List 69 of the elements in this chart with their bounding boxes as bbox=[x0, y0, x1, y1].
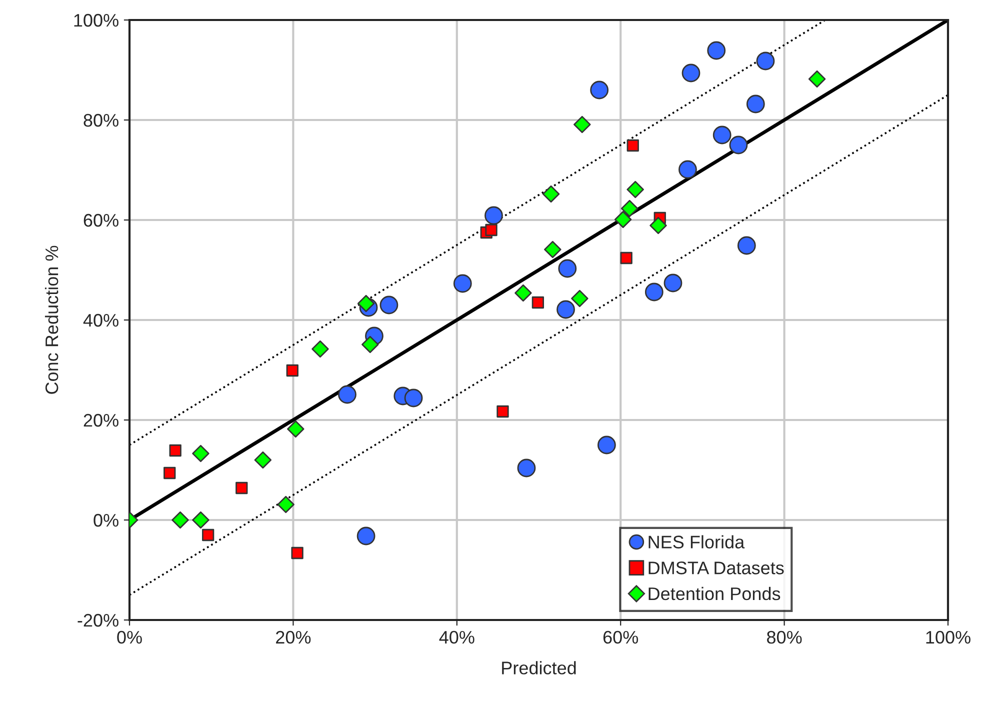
y-tick-label: 80% bbox=[84, 114, 118, 127]
point bbox=[453, 274, 472, 293]
x-tick-label: 100% bbox=[926, 630, 970, 644]
point bbox=[574, 116, 591, 134]
point bbox=[517, 458, 536, 478]
point bbox=[682, 64, 700, 82]
y-tick-label: -20% bbox=[78, 614, 118, 627]
point bbox=[626, 180, 644, 198]
point bbox=[558, 259, 577, 278]
point bbox=[291, 546, 304, 560]
point bbox=[756, 52, 775, 70]
point bbox=[597, 436, 616, 454]
point bbox=[514, 284, 532, 302]
point bbox=[169, 444, 182, 457]
y-tick-label: 100% bbox=[74, 14, 118, 27]
point bbox=[620, 252, 632, 264]
point bbox=[737, 236, 756, 255]
point bbox=[236, 482, 248, 494]
point bbox=[356, 526, 376, 546]
point bbox=[172, 511, 189, 529]
x-tick-label: 20% bbox=[276, 630, 311, 644]
point bbox=[484, 206, 503, 225]
point bbox=[338, 385, 356, 404]
point bbox=[532, 296, 544, 309]
point bbox=[678, 160, 697, 179]
point bbox=[556, 300, 575, 319]
point bbox=[287, 420, 304, 438]
point bbox=[808, 70, 826, 88]
y-tick-label: 60% bbox=[84, 214, 118, 227]
x-tick-label: 60% bbox=[603, 630, 638, 644]
point bbox=[286, 364, 298, 377]
point bbox=[192, 511, 210, 529]
point bbox=[380, 296, 398, 314]
x-axis-title: Predicted bbox=[502, 661, 576, 674]
point bbox=[626, 139, 639, 152]
point bbox=[277, 496, 294, 514]
y-tick-label: 0% bbox=[94, 514, 118, 527]
point bbox=[620, 200, 638, 218]
point bbox=[544, 240, 562, 258]
point bbox=[312, 340, 329, 358]
point bbox=[542, 185, 560, 203]
point bbox=[729, 136, 748, 154]
point bbox=[404, 388, 423, 408]
point bbox=[590, 80, 609, 100]
y-tick-label: 40% bbox=[83, 314, 118, 327]
legend-label: NES Florida bbox=[648, 535, 745, 548]
point bbox=[496, 405, 509, 418]
point bbox=[644, 282, 664, 302]
y-tick-label: 20% bbox=[84, 414, 118, 427]
x-tick-label: 40% bbox=[439, 630, 474, 644]
legend-label: DMSTA Datasets bbox=[648, 562, 784, 574]
y-axis-title: Conc Reduction % bbox=[44, 246, 58, 394]
point bbox=[192, 444, 210, 462]
point bbox=[712, 126, 732, 144]
point bbox=[746, 94, 765, 114]
point bbox=[707, 41, 726, 60]
point bbox=[664, 274, 682, 292]
point bbox=[571, 290, 588, 308]
point bbox=[357, 294, 375, 312]
point bbox=[202, 528, 214, 542]
point bbox=[485, 224, 498, 236]
point bbox=[254, 451, 272, 469]
x-tick-label: 80% bbox=[767, 630, 802, 644]
point bbox=[362, 336, 379, 354]
legend-label: Detention Ponds bbox=[648, 586, 780, 600]
point bbox=[164, 466, 176, 480]
point bbox=[614, 210, 632, 228]
x-tick-label: 0% bbox=[117, 630, 142, 644]
point bbox=[650, 216, 667, 234]
